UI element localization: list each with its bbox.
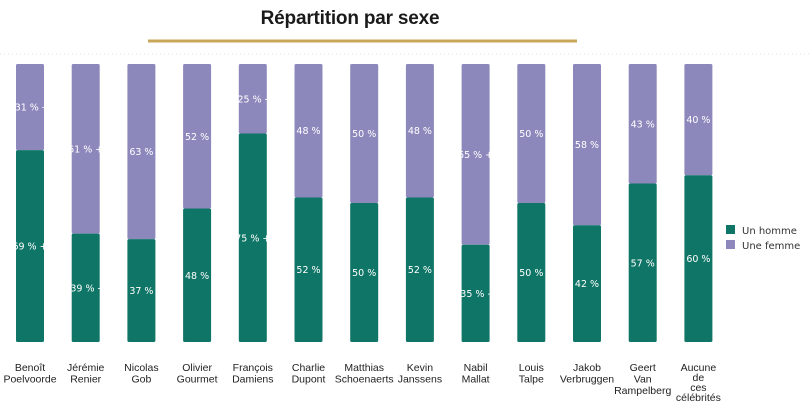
data-label-un-homme: 50 % [519, 268, 543, 279]
bar-une-femme [183, 64, 212, 209]
legend-swatch-un-homme [726, 225, 735, 234]
bar-un-homme [517, 203, 546, 342]
bar-une-femme [461, 64, 490, 245]
data-label-un-homme: 42 % [575, 279, 599, 290]
bar-une-femme [16, 64, 44, 151]
category-label: Nicolas Gob [124, 362, 158, 386]
bar-un-homme [127, 239, 156, 342]
legend-label-un-homme: Un homme [742, 226, 797, 237]
legend-swatch-une-femme [726, 240, 735, 249]
data-label-une-femme: 58 % [575, 140, 599, 151]
category-label: Jérémie Renier [67, 362, 105, 386]
data-label-un-homme: 48 % [185, 271, 209, 282]
bar-une-femme [573, 64, 601, 226]
bar-un-homme [71, 233, 100, 342]
bar-un-homme [238, 133, 267, 342]
data-label-un-homme: 75 % + [235, 233, 270, 244]
bar-un-homme [183, 208, 212, 342]
data-label-un-homme: 50 % [352, 268, 376, 279]
category-label: Aucune de ces célébrités [676, 362, 721, 404]
bar-une-femme [238, 64, 267, 134]
data-label-une-femme: 50 % [519, 129, 543, 140]
category-label: Matthias Schoenaerts [335, 362, 394, 386]
data-label-une-femme: 61 % + [68, 144, 103, 155]
bar-une-femme [405, 64, 434, 198]
bar-une-femme [350, 64, 379, 203]
category-label: François Damiens [232, 362, 273, 386]
bar-un-homme [461, 244, 490, 342]
category-label: Jakob Verbruggen [560, 362, 614, 386]
data-label-une-femme: 31 % - [15, 103, 46, 114]
bar-une-femme [684, 64, 713, 176]
data-label-un-homme: 69 % + [12, 242, 47, 253]
data-label-une-femme: 52 % [185, 132, 209, 143]
data-label-une-femme: 63 % [129, 147, 153, 158]
category-label: Geert Van Rampelberg [614, 362, 671, 397]
bar-un-homme [573, 225, 601, 342]
bar-un-homme [16, 150, 44, 342]
bar-une-femme [127, 64, 156, 240]
data-label-un-homme: 39 % - [70, 283, 101, 294]
bar-un-homme [294, 197, 323, 342]
category-label: Charlie Dupont [292, 362, 326, 386]
data-label-une-femme: 43 % [631, 119, 655, 130]
bar-une-femme [517, 64, 546, 203]
bar-un-homme [405, 197, 434, 342]
data-label-un-homme: 35 % - [460, 289, 491, 300]
bar-un-homme [350, 203, 379, 342]
bar-une-femme [71, 64, 100, 234]
category-label: Benoît Poelvoorde [3, 362, 56, 386]
data-label-une-femme: 40 % [686, 115, 710, 126]
data-label-un-homme: 57 % [631, 258, 655, 269]
data-label-un-homme: 60 % [686, 254, 710, 265]
data-label-une-femme: 25 % - [238, 94, 269, 105]
data-label-un-homme: 37 % [129, 286, 153, 297]
data-label-une-femme: 48 % [296, 126, 320, 137]
bar-une-femme [294, 64, 323, 198]
category-label: Nabil Mallat [462, 362, 490, 386]
data-label-un-homme: 52 % [296, 265, 320, 276]
chart-title: Répartition par sexe [260, 8, 440, 29]
bar-une-femme [628, 64, 657, 184]
category-label: Olivier Gourmet [177, 362, 218, 386]
category-label: Louis Talpe [519, 362, 544, 386]
data-label-une-femme: 65 % + [458, 150, 493, 161]
legend-label-une-femme: Une femme [742, 241, 800, 252]
category-label: Kevin Janssens [398, 362, 442, 386]
data-label-une-femme: 50 % [352, 129, 376, 140]
bar-un-homme [684, 175, 713, 342]
data-label-une-femme: 48 % [408, 126, 432, 137]
data-label-un-homme: 52 % [408, 265, 432, 276]
bar-un-homme [628, 183, 657, 342]
